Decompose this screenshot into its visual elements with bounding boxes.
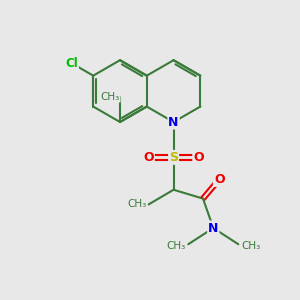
Text: O: O <box>193 151 204 164</box>
Text: S: S <box>169 151 178 164</box>
Text: CH₃: CH₃ <box>101 92 120 102</box>
Text: Cl: Cl <box>65 57 78 70</box>
Text: CH₃: CH₃ <box>128 200 147 209</box>
Text: CH₃: CH₃ <box>241 241 260 251</box>
Text: O: O <box>143 151 154 164</box>
Text: CH₃: CH₃ <box>166 241 185 251</box>
Text: O: O <box>214 173 224 186</box>
Text: N: N <box>208 221 218 235</box>
Text: N: N <box>168 116 179 128</box>
